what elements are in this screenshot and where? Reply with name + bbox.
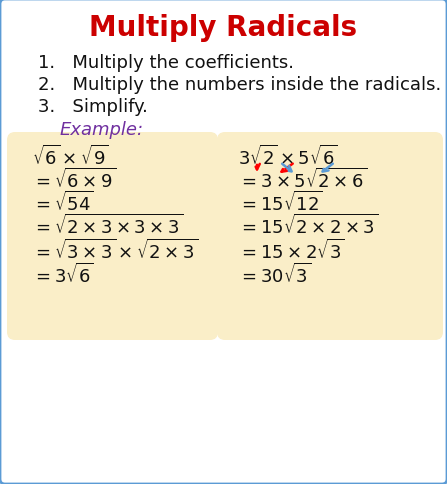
FancyBboxPatch shape <box>7 133 218 340</box>
Text: $=15\sqrt{2\times2\times3}$: $=15\sqrt{2\times2\times3}$ <box>238 213 379 238</box>
Text: 2.   Multiply the numbers inside the radicals.: 2. Multiply the numbers inside the radic… <box>38 76 441 94</box>
Text: Multiply Radicals: Multiply Radicals <box>89 14 357 42</box>
FancyBboxPatch shape <box>217 133 443 340</box>
Text: $3\sqrt{2}\times5\sqrt{6}$: $3\sqrt{2}\times5\sqrt{6}$ <box>238 145 338 169</box>
Text: $=15\sqrt{12}$: $=15\sqrt{12}$ <box>238 191 323 214</box>
Text: $=30\sqrt{3}$: $=30\sqrt{3}$ <box>238 262 312 287</box>
Text: $=3\times5\sqrt{2\times6}$: $=3\times5\sqrt{2\times6}$ <box>238 167 367 192</box>
Text: 1.   Multiply the coefficients.: 1. Multiply the coefficients. <box>38 54 294 72</box>
Text: $\sqrt{6}\times\sqrt{9}$: $\sqrt{6}\times\sqrt{9}$ <box>32 145 109 169</box>
Text: $=3\sqrt{6}$: $=3\sqrt{6}$ <box>32 262 94 287</box>
Text: $=\sqrt{54}$: $=\sqrt{54}$ <box>32 191 94 214</box>
Text: $=\sqrt{3\times3}\times\sqrt{2\times3}$: $=\sqrt{3\times3}\times\sqrt{2\times3}$ <box>32 239 198 262</box>
Text: $=\sqrt{6\times9}$: $=\sqrt{6\times9}$ <box>32 167 116 192</box>
Text: 3.   Simplify.: 3. Simplify. <box>38 98 148 116</box>
Text: $=15\times2\sqrt{3}$: $=15\times2\sqrt{3}$ <box>238 239 345 262</box>
Text: $=\sqrt{2\times3\times3\times3}$: $=\sqrt{2\times3\times3\times3}$ <box>32 213 183 238</box>
Text: Example:: Example: <box>60 121 144 139</box>
